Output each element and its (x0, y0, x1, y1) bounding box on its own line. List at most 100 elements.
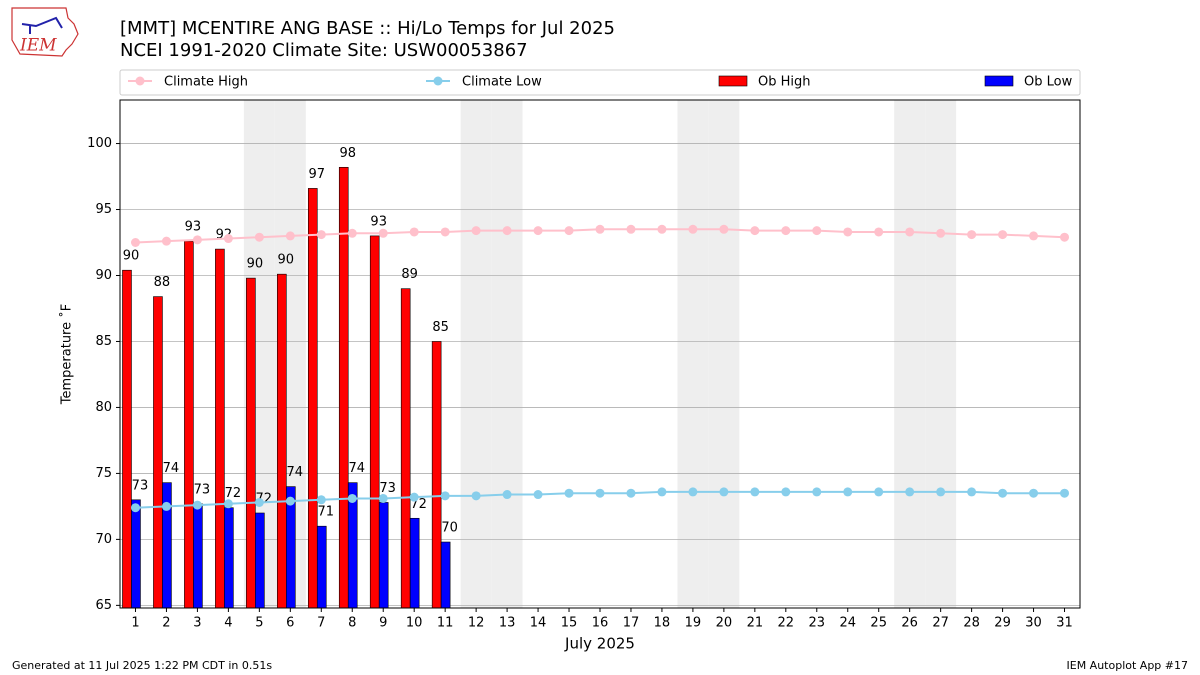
point (502, 226, 512, 236)
x-tick-label: 26 (901, 616, 918, 631)
point (254, 497, 264, 507)
legend (119, 69, 1081, 96)
point (874, 487, 884, 497)
x-tick-label: 14 (530, 616, 547, 631)
data-label: 74 (287, 465, 304, 480)
footer-left: Generated at 11 Jul 2025 1:22 PM CDT in … (12, 659, 272, 672)
point (223, 234, 233, 244)
point (161, 236, 171, 246)
point (440, 491, 450, 501)
bar (255, 512, 265, 609)
legend-marker (135, 76, 145, 86)
x-tick-label: 22 (778, 616, 795, 631)
bar (440, 541, 451, 609)
point (843, 227, 853, 237)
point (471, 491, 481, 501)
x-tick-label: 20 (716, 616, 733, 631)
point (502, 490, 512, 500)
x-tick-label: 11 (437, 616, 454, 631)
data-label: 73 (379, 481, 396, 496)
x-tick-label: 19 (685, 616, 702, 631)
x-tick-label: 17 (623, 616, 640, 631)
point (595, 224, 605, 234)
data-label: 71 (317, 505, 334, 520)
logo-outline (11, 7, 79, 57)
point (378, 228, 388, 238)
weekend-shade (894, 100, 926, 608)
bar (277, 273, 287, 609)
bar (409, 517, 420, 609)
x-tick-label: 27 (932, 616, 949, 631)
point (812, 487, 822, 497)
x-tick-label: 4 (224, 616, 232, 631)
x-tick-label: 3 (193, 616, 201, 631)
point (285, 496, 295, 506)
point (688, 224, 698, 234)
x-axis-title: July 2025 (564, 635, 635, 653)
point (316, 495, 326, 505)
point (130, 238, 140, 248)
x-tick-label: 24 (839, 616, 856, 631)
point (936, 487, 946, 497)
x-tick-label: 6 (286, 616, 294, 631)
point (254, 232, 264, 242)
y-tick-label: 100 (87, 136, 112, 151)
bar (193, 503, 203, 609)
point (781, 487, 791, 497)
point (1060, 488, 1070, 498)
bar (400, 288, 411, 609)
data-label: 74 (348, 461, 365, 476)
bar (246, 277, 256, 609)
point (533, 226, 543, 236)
x-tick-label: 9 (379, 616, 387, 631)
x-tick-label: 1 (131, 616, 139, 631)
point (657, 487, 667, 497)
x-tick-label: 25 (870, 616, 887, 631)
y-tick-label: 80 (95, 400, 112, 415)
x-tick-label: 16 (592, 616, 609, 631)
legend-label: Ob High (758, 75, 811, 90)
point (626, 488, 636, 498)
x-tick-label: 23 (809, 616, 826, 631)
point (471, 226, 481, 236)
data-label: 93 (185, 220, 202, 235)
x-tick-label: 13 (499, 616, 516, 631)
bar (184, 240, 194, 609)
data-label: 73 (132, 478, 149, 493)
weekend-shade (925, 100, 957, 608)
data-label: 90 (123, 249, 140, 264)
bar (307, 188, 318, 609)
point (967, 487, 977, 497)
point (998, 230, 1008, 240)
point (192, 500, 202, 510)
bar (153, 296, 163, 609)
logo-icon (21, 16, 63, 34)
x-tick-label: 15 (561, 616, 578, 631)
x-tick-label: 29 (994, 616, 1011, 631)
logo: IEM (11, 7, 79, 57)
legend-marker (433, 76, 443, 86)
x-tick-label: 8 (348, 616, 356, 631)
point (409, 492, 419, 502)
legend-swatch (984, 75, 1014, 87)
bar (131, 499, 141, 609)
point (688, 487, 698, 497)
weekend-shade (460, 100, 492, 608)
legend-label: Climate Low (462, 75, 542, 90)
y-tick-label: 85 (95, 334, 112, 349)
point (161, 501, 171, 511)
y-tick-label: 90 (95, 268, 112, 283)
bar (378, 502, 389, 609)
point (440, 227, 450, 237)
logo-text: IEM (19, 36, 57, 56)
point (409, 227, 419, 237)
chart-title: [MMT] MCENTIRE ANG BASE :: Hi/Lo Temps f… (120, 18, 615, 39)
x-tick-label: 5 (255, 616, 263, 631)
x-tick-label: 7 (317, 616, 325, 631)
point (1029, 231, 1039, 241)
point (564, 226, 574, 236)
bar (369, 235, 380, 609)
point (223, 499, 233, 509)
point (1060, 232, 1070, 242)
bar (162, 482, 172, 609)
